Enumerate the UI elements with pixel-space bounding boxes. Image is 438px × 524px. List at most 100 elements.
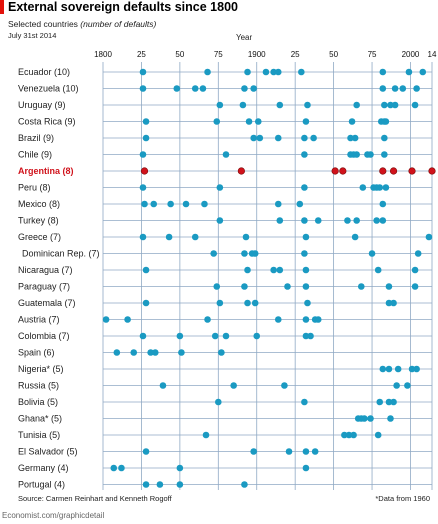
default-dot <box>270 68 277 76</box>
default-dot <box>391 101 399 109</box>
default-dot <box>381 151 388 158</box>
default-dot <box>399 85 407 92</box>
default-dot <box>150 200 158 208</box>
default-dot <box>215 398 222 406</box>
row-label: Dominican Rep. (7) <box>22 249 100 259</box>
default-dot <box>408 167 416 175</box>
x-tick-label: 75 <box>214 50 223 59</box>
default-dot <box>302 118 310 125</box>
row-label: Paraguay (7) <box>18 282 70 292</box>
default-dot <box>385 299 393 307</box>
row-label-layer: Ecuador (10) Venezuela (10) Uruguay (9) Cos… <box>18 67 100 490</box>
row-label: Venezuela (10) <box>18 84 79 94</box>
default-dot <box>176 481 184 488</box>
default-dot <box>139 151 147 158</box>
default-dot <box>353 101 360 109</box>
default-dot <box>347 134 354 142</box>
default-dot <box>124 316 131 323</box>
data-footnote: *Data from 1960 <box>375 494 430 503</box>
default-dot <box>250 134 257 142</box>
row-label: Tunisia (5) <box>18 430 60 440</box>
row-label: Uruguay (9) <box>18 100 66 110</box>
default-dot <box>367 415 374 422</box>
default-dot <box>301 151 308 158</box>
default-dot <box>102 316 110 323</box>
default-dot <box>341 431 348 439</box>
default-dot <box>256 134 264 142</box>
default-dot <box>216 299 224 307</box>
default-dot <box>241 85 248 92</box>
default-dot <box>142 118 150 125</box>
default-dot <box>405 68 413 76</box>
default-dot <box>302 464 310 472</box>
row-label: Nicaragua (7) <box>18 265 73 275</box>
default-dot <box>156 481 164 488</box>
default-dot <box>222 151 230 158</box>
default-dot <box>276 266 284 274</box>
default-dot <box>202 431 210 439</box>
default-dot <box>373 217 380 224</box>
default-dot <box>301 398 308 406</box>
default-dot <box>345 431 353 439</box>
chart-subtitle: Selected countries (number of defaults) <box>8 19 156 29</box>
default-dot <box>411 283 419 290</box>
default-dot <box>381 101 388 109</box>
default-dot <box>379 68 387 76</box>
default-dot <box>413 85 420 92</box>
row-label: Colombia (7) <box>18 331 70 341</box>
default-dot <box>204 68 211 76</box>
default-dot <box>113 349 121 356</box>
default-dot <box>302 316 310 323</box>
default-dot <box>344 217 351 224</box>
default-dot <box>382 184 390 191</box>
row-label: El Salvador (5) <box>18 447 78 457</box>
default-dot <box>244 68 251 76</box>
default-dot <box>339 167 347 175</box>
default-dot <box>414 250 422 257</box>
default-dot <box>301 217 308 224</box>
default-dot <box>304 101 311 109</box>
default-dot <box>390 299 397 307</box>
default-dot <box>351 233 359 241</box>
default-dot <box>411 101 419 109</box>
default-dot <box>140 167 149 175</box>
default-dot <box>348 118 356 125</box>
subtitle-main: Selected countries <box>8 19 81 29</box>
x-axis-title: Year <box>236 33 253 42</box>
default-dot <box>302 448 310 455</box>
row-label: Portugal (4) <box>18 480 65 490</box>
default-dot <box>301 134 308 142</box>
default-dot <box>353 217 360 224</box>
default-dot <box>351 134 359 142</box>
default-dot <box>311 448 319 455</box>
default-dot <box>307 332 314 340</box>
default-dot <box>385 283 393 290</box>
default-dot <box>159 382 167 389</box>
default-dot <box>350 431 357 439</box>
default-dot <box>382 118 390 125</box>
default-dot <box>250 85 257 92</box>
default-dot <box>213 118 221 125</box>
x-tick-label: 50 <box>329 50 338 59</box>
default-dot <box>425 233 433 241</box>
default-dot <box>379 200 387 208</box>
default-dot <box>281 382 288 389</box>
default-dot <box>385 398 393 406</box>
default-dot <box>222 332 230 340</box>
default-dot <box>139 68 147 76</box>
default-dot <box>210 250 217 257</box>
row-label: Costa Rica (9) <box>18 117 76 127</box>
default-dot <box>304 299 311 307</box>
default-dot <box>428 167 436 175</box>
row-label: Mexico (8) <box>18 199 60 209</box>
brand-accent-bar <box>0 0 4 14</box>
row-label: Germany (4) <box>18 463 69 473</box>
default-dot <box>379 217 387 224</box>
default-dot <box>361 415 368 422</box>
default-dot <box>314 316 322 323</box>
default-dot <box>239 101 247 109</box>
default-dot <box>301 184 308 191</box>
source-note: Source: Carmen Reinhart and Kenneth Rogo… <box>18 494 172 503</box>
row-label: Greece (7) <box>18 232 61 242</box>
